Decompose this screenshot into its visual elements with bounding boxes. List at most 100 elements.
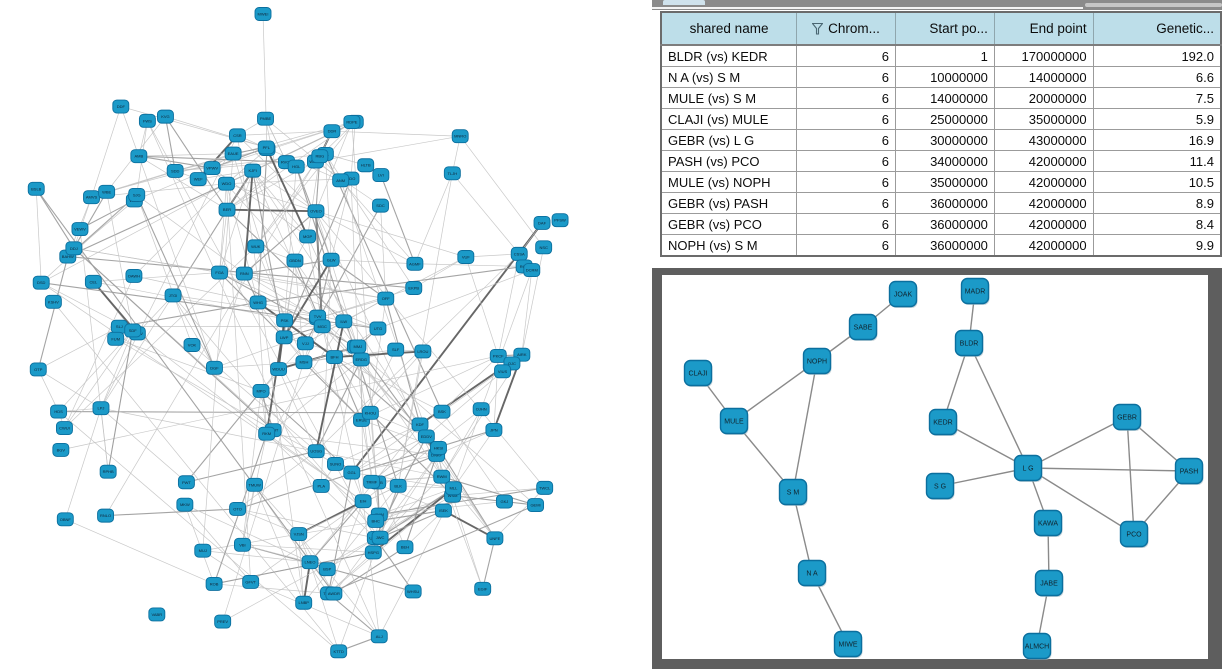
overview-edge[interactable] (436, 454, 496, 539)
network-node-PASH[interactable]: PASH (1174, 457, 1204, 486)
overview-node[interactable]: PSK (276, 313, 294, 328)
overview-node[interactable]: MPO (252, 384, 270, 398)
overview-edge[interactable] (138, 153, 234, 157)
overview-edge[interactable] (138, 155, 228, 211)
network-node-KAWA[interactable]: KAWA (1033, 509, 1063, 538)
overview-edge[interactable] (378, 495, 453, 637)
table-cell[interactable]: N A (vs) S M (660, 66, 798, 88)
overview-edge[interactable] (351, 424, 421, 473)
overview-edge[interactable] (334, 356, 371, 414)
overview-edge[interactable] (237, 508, 376, 539)
overview-edge[interactable] (294, 260, 356, 347)
overview-edge[interactable] (328, 501, 364, 594)
overview-edge[interactable] (307, 156, 321, 237)
overview-edge[interactable] (237, 450, 317, 510)
overview-edge[interactable] (257, 148, 268, 303)
table-cell[interactable]: 1 (894, 44, 995, 67)
overview-edge[interactable] (379, 485, 399, 538)
overview-node[interactable]: WUK (247, 239, 265, 254)
overview-edge[interactable] (327, 487, 454, 570)
network-edge-L G-GEBR[interactable] (1027, 416, 1128, 469)
overview-node[interactable]: OFF (377, 291, 395, 306)
overview-edge[interactable] (315, 210, 466, 258)
overview-edge[interactable] (242, 390, 262, 545)
overview-edge[interactable] (328, 592, 380, 637)
overview-edge[interactable] (119, 301, 259, 328)
overview-node[interactable]: PFL (257, 140, 275, 155)
overview-edge[interactable] (397, 351, 424, 486)
overview-node[interactable]: ILW (335, 314, 353, 329)
table-row[interactable]: N A (vs) S M 6 10000000 14000000 6.6 (660, 66, 1222, 88)
overview-edge[interactable] (315, 210, 416, 265)
overview-node[interactable]: WHG (249, 295, 267, 310)
overview-node[interactable]: VABR (148, 607, 166, 622)
overview-node[interactable]: ANM (332, 173, 350, 188)
table-cell[interactable]: 20000000 (993, 87, 1094, 109)
overview-edge[interactable] (242, 544, 311, 563)
overview-node[interactable]: UNFE (486, 531, 504, 546)
network-node-SABE[interactable]: SABE (848, 313, 878, 342)
table-row[interactable]: GEBR (vs) PASH 6 36000000 42000000 8.9 (660, 192, 1222, 214)
table-cell[interactable]: GEBR (vs) PASH (660, 192, 798, 214)
table-cell[interactable]: MULE (vs) NOPH (660, 171, 798, 193)
table-row[interactable]: MULE (vs) NOPH 6 35000000 42000000 10.5 (660, 171, 1222, 193)
overview-node[interactable]: SUNO (327, 456, 344, 471)
overview-edge[interactable] (315, 121, 353, 212)
table-row[interactable]: BLDR (vs) KEDR 6 1 170000000 192.0 (660, 44, 1222, 67)
overview-node[interactable]: VEWV (71, 222, 89, 236)
overview-node[interactable]: PFSW (551, 213, 569, 228)
overview-edge[interactable] (298, 533, 380, 637)
overview-edge[interactable] (164, 116, 176, 171)
overview-edge[interactable] (41, 282, 364, 502)
overview-node[interactable]: DDF (112, 99, 130, 114)
overview-edge[interactable] (202, 550, 251, 583)
table-cell[interactable]: 42000000 (993, 150, 1094, 172)
table-row[interactable]: GEBR (vs) PCO 6 36000000 42000000 8.4 (660, 213, 1222, 235)
overview-edge[interactable] (371, 436, 427, 483)
overview-edge[interactable] (244, 273, 379, 329)
table-cell[interactable]: 6 (796, 213, 896, 235)
network-node-JABE[interactable]: JABE (1034, 569, 1064, 598)
overview-node[interactable]: AGMF (406, 256, 424, 271)
overview-node[interactable]: UOSG (307, 444, 325, 459)
overview-node[interactable]: EIH (354, 494, 372, 509)
overview-edge[interactable] (255, 155, 321, 247)
overview-node[interactable]: EDDV (417, 429, 435, 444)
overview-edge[interactable] (350, 178, 359, 347)
table-cell[interactable]: 170000000 (993, 44, 1094, 67)
table-cell[interactable]: 6 (796, 150, 896, 172)
overview-edge[interactable] (272, 359, 362, 431)
table-cell[interactable]: 30000000 (894, 129, 995, 151)
network-edge-NOPH-S M[interactable] (792, 360, 818, 493)
table-cell[interactable]: 7.5 (1092, 87, 1222, 109)
table-cell[interactable]: 42000000 (993, 234, 1094, 257)
overview-edge[interactable] (452, 495, 484, 589)
overview-edge[interactable] (53, 301, 339, 652)
overview-edge[interactable] (243, 170, 254, 274)
overview-node[interactable]: GFVT (242, 575, 260, 589)
scrollbar-thumb[interactable] (1085, 3, 1222, 7)
overview-node[interactable]: DCRM (523, 263, 541, 278)
overview-edge[interactable] (324, 153, 443, 412)
overview-node[interactable]: JPN (485, 423, 503, 437)
overview-edge[interactable] (73, 191, 108, 249)
overview-edge[interactable] (252, 170, 285, 338)
overview-node[interactable]: KJFI (244, 163, 262, 178)
overview-node[interactable]: SDF (124, 323, 142, 338)
overview-edge[interactable] (426, 371, 503, 437)
table-cell[interactable]: 43000000 (993, 129, 1094, 151)
overview-edge[interactable] (65, 518, 215, 585)
overview-edge[interactable] (105, 161, 316, 516)
overview-edge[interactable] (226, 178, 352, 185)
overview-node[interactable]: LPJ (92, 401, 110, 416)
table-cell[interactable]: BLDR (vs) KEDR (660, 44, 798, 67)
table-row[interactable]: CLAJI (vs) MULE 6 25000000 35000000 5.9 (660, 108, 1222, 130)
overview-edge[interactable] (250, 581, 380, 637)
overview-node[interactable]: CSSA (510, 246, 528, 261)
overview-edge[interactable] (465, 256, 499, 357)
overview-edge[interactable] (362, 501, 380, 637)
overview-node[interactable]: BSLB (27, 181, 45, 196)
table-cell[interactable]: NOPH (vs) S M (660, 234, 798, 257)
overview-node[interactable]: HSPG (364, 545, 382, 560)
overview-edge[interactable] (91, 153, 234, 198)
